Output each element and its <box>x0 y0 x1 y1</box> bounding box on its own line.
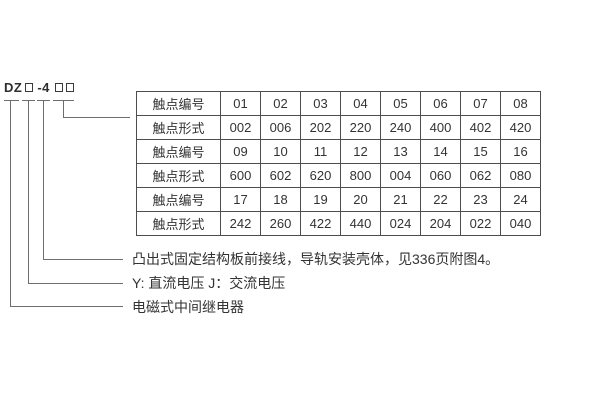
table-row: 触点编号 01 02 03 04 05 06 07 08 <box>136 91 541 116</box>
leader-vertical-table <box>63 100 64 117</box>
table-cell: 14 <box>420 139 461 164</box>
placeholder-box-3 <box>65 83 74 92</box>
leader-vertical-relay <box>10 100 11 306</box>
table-row: 触点形式 242 260 422 440 024 204 022 040 <box>136 211 541 236</box>
model-code: DZ -4 <box>4 80 74 96</box>
table-cell: 400 <box>420 115 461 140</box>
table-cell: 006 <box>260 115 301 140</box>
leader-vertical-mount <box>43 100 44 259</box>
legend-voltage-note: Y: 直流电压 J：交流电压 <box>132 275 286 291</box>
table-cell: 08 <box>500 91 541 116</box>
table-row: 触点编号 17 18 19 20 21 22 23 24 <box>136 187 541 212</box>
legend-mounting-note: 凸出式固定结构板前接线，导轨安装壳体，见336页附图4。 <box>132 251 500 267</box>
table-cell: 060 <box>420 163 461 188</box>
table-cell: 602 <box>260 163 301 188</box>
leader-horizontal-voltage <box>28 283 123 284</box>
model-infix: -4 <box>37 80 50 95</box>
table-cell: 620 <box>300 163 341 188</box>
table-cell: 220 <box>340 115 381 140</box>
table-row: 触点编号 09 10 11 12 13 14 15 16 <box>136 139 541 164</box>
table-cell: 07 <box>460 91 501 116</box>
contact-table: 触点编号 01 02 03 04 05 06 07 08 触点形式 002 00… <box>136 91 541 236</box>
underline-prefix <box>4 100 19 101</box>
table-cell: 02 <box>260 91 301 116</box>
table-cell: 06 <box>420 91 461 116</box>
row-label: 触点形式 <box>136 115 221 140</box>
table-cell: 24 <box>500 187 541 212</box>
table-cell: 22 <box>420 187 461 212</box>
table-cell: 402 <box>460 115 501 140</box>
placeholder-box-2 <box>54 83 63 92</box>
table-cell: 080 <box>500 163 541 188</box>
table-cell: 800 <box>340 163 381 188</box>
model-prefix: DZ <box>4 80 23 95</box>
table-cell: 600 <box>220 163 261 188</box>
table-row: 触点形式 600 602 620 800 004 060 062 080 <box>136 163 541 188</box>
table-cell: 062 <box>460 163 501 188</box>
leader-vertical-voltage <box>28 100 29 283</box>
table-cell: 422 <box>300 211 341 236</box>
table-cell: 440 <box>340 211 381 236</box>
table-cell: 20 <box>340 187 381 212</box>
leader-horizontal-mount <box>43 259 123 260</box>
table-cell: 16 <box>500 139 541 164</box>
table-cell: 202 <box>300 115 341 140</box>
table-cell: 420 <box>500 115 541 140</box>
table-cell: 024 <box>380 211 421 236</box>
table-cell: 260 <box>260 211 301 236</box>
table-cell: 12 <box>340 139 381 164</box>
table-cell: 022 <box>460 211 501 236</box>
row-label: 触点编号 <box>136 187 221 212</box>
table-cell: 17 <box>220 187 261 212</box>
row-label: 触点形式 <box>136 211 221 236</box>
table-cell: 05 <box>380 91 421 116</box>
table-cell: 13 <box>380 139 421 164</box>
table-cell: 204 <box>420 211 461 236</box>
row-label: 触点形式 <box>136 163 221 188</box>
row-label: 触点编号 <box>136 91 221 116</box>
leader-horizontal-relay <box>10 306 123 307</box>
table-cell: 04 <box>340 91 381 116</box>
table-cell: 21 <box>380 187 421 212</box>
placeholder-box-1 <box>25 83 34 92</box>
table-cell: 09 <box>220 139 261 164</box>
table-cell: 002 <box>220 115 261 140</box>
table-row: 触点形式 002 006 202 220 240 400 402 420 <box>136 115 541 140</box>
table-cell: 242 <box>220 211 261 236</box>
leader-horizontal-table <box>63 117 130 118</box>
table-cell: 01 <box>220 91 261 116</box>
legend-relay-type: 电磁式中间继电器 <box>132 299 244 315</box>
table-cell: 10 <box>260 139 301 164</box>
table-cell: 15 <box>460 139 501 164</box>
table-cell: 23 <box>460 187 501 212</box>
table-cell: 240 <box>380 115 421 140</box>
row-label: 触点编号 <box>136 139 221 164</box>
table-cell: 03 <box>300 91 341 116</box>
table-cell: 11 <box>300 139 341 164</box>
table-cell: 18 <box>260 187 301 212</box>
table-cell: 19 <box>300 187 341 212</box>
table-cell: 004 <box>380 163 421 188</box>
table-cell: 040 <box>500 211 541 236</box>
